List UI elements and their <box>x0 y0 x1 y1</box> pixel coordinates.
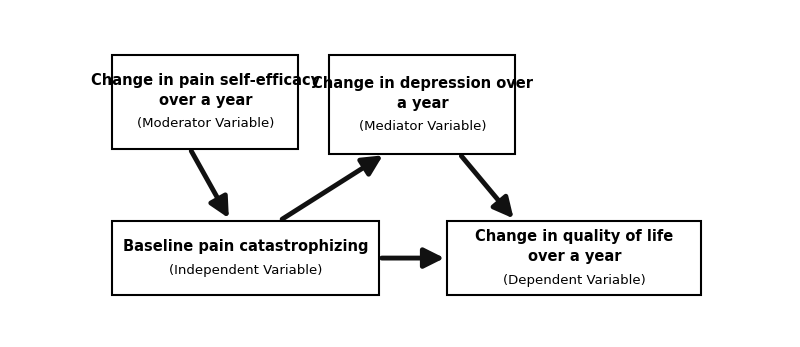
Text: over a year: over a year <box>158 93 252 108</box>
Text: (Independent Variable): (Independent Variable) <box>169 264 322 277</box>
Text: Baseline pain catastrophizing: Baseline pain catastrophizing <box>123 239 369 254</box>
FancyBboxPatch shape <box>112 221 379 296</box>
Text: a year: a year <box>397 95 448 111</box>
Text: Change in quality of life: Change in quality of life <box>475 229 674 244</box>
Text: (Dependent Variable): (Dependent Variable) <box>503 273 646 287</box>
FancyBboxPatch shape <box>112 55 298 149</box>
Text: (Mediator Variable): (Mediator Variable) <box>358 120 486 133</box>
FancyBboxPatch shape <box>330 55 515 154</box>
Text: Change in pain self-efficacy: Change in pain self-efficacy <box>91 73 320 88</box>
Text: over a year: over a year <box>527 249 621 264</box>
Text: Change in depression over: Change in depression over <box>312 76 533 91</box>
Text: (Moderator Variable): (Moderator Variable) <box>137 117 274 130</box>
FancyBboxPatch shape <box>447 221 702 296</box>
